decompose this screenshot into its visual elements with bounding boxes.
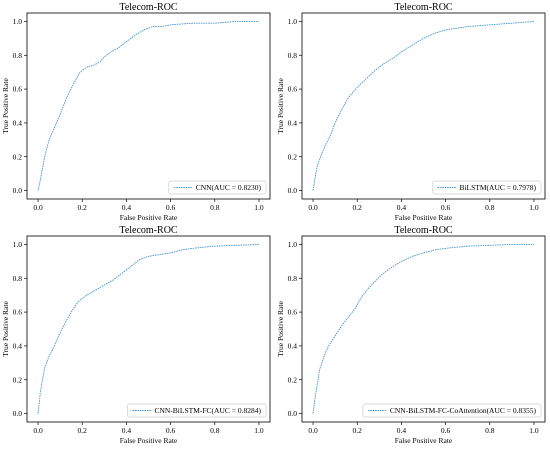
roc-panel-2: Telecom-ROC 0.0 0.2 0.4 0.6 0.8 1.0 0.0 0.2 0.4 0.… [276,2,546,222]
y-tick-label: 0.8 [13,274,23,283]
y-axis-label: True Positive Rate [276,301,285,357]
x-tick-label: 1.0 [254,426,264,435]
y-tick-label: 0.0 [13,409,23,418]
x-tick-label: 0.2 [353,203,363,212]
x-tick-label: 0.8 [485,203,495,212]
legend-label: CNN(AUC = 0.8230) [196,183,262,192]
x-tick-label: 0.2 [78,203,88,212]
y-tick-label: 0.0 [13,186,23,195]
roc-panel-3: Telecom-ROC 0.0 0.2 0.4 0.6 0.8 1.0 0.0 0.2 0.4 0.… [1,225,271,445]
x-tick-label: 0.0 [308,203,318,212]
y-tick-label: 0.6 [288,85,298,94]
chart-title: Telecom-ROC [119,225,178,236]
y-tick-label: 0.8 [288,51,298,60]
y-tick-label: 0.8 [288,274,298,283]
roc-curve [312,21,534,191]
chart-title: Telecom-ROC [119,2,178,13]
x-axis-label: False Positive Rate [395,436,453,445]
x-tick-label: 0.6 [166,203,176,212]
x-tick-label: 0.4 [397,426,407,435]
x-axis-label: False Positive Rate [120,436,178,445]
x-tick-label: 0.0 [33,426,43,435]
legend-label: CNN-BiLSTM-FC(AUC = 0.8284) [154,406,261,415]
roc-curve [37,244,259,414]
axes-frame [301,12,546,200]
x-tick-label: 0.8 [210,203,220,212]
x-tick-label: 0.2 [78,426,88,435]
roc-panel-1: Telecom-ROC 0.0 0.2 0.4 0.6 0.8 1.0 0.0 0.2 0.4 0.… [1,2,271,222]
y-tick-label: 1.0 [13,240,23,249]
x-tick-label: 0.6 [441,426,451,435]
x-tick-label: 0.0 [33,203,43,212]
x-tick-label: 1.0 [254,203,264,212]
y-tick-label: 0.4 [288,342,298,351]
x-tick-label: 1.0 [529,203,539,212]
y-tick-label: 0.8 [13,51,23,60]
y-tick-label: 1.0 [288,17,298,26]
legend: CNN(AUC = 0.8230) [168,180,267,195]
y-tick-label: 0.0 [288,409,298,418]
legend-box [362,403,542,418]
axes-frame [26,12,271,200]
y-tick-label: 0.2 [13,152,23,161]
x-axis-label: False Positive Rate [395,213,453,222]
roc-panel-4: Telecom-ROC 0.0 0.2 0.4 0.6 0.8 1.0 0.0 0.2 0.4 0.… [276,225,546,445]
chart-title: Telecom-ROC [394,2,453,13]
x-tick-label: 0.4 [122,426,132,435]
y-tick-label: 0.2 [13,375,23,384]
x-tick-label: 0.6 [441,203,451,212]
y-tick-label: 0.2 [288,152,298,161]
roc-curve [312,244,534,414]
x-tick-label: 0.2 [353,426,363,435]
y-tick-label: 0.0 [288,186,298,195]
y-tick-label: 0.2 [288,375,298,384]
x-tick-label: 0.8 [210,426,220,435]
x-tick-label: 1.0 [529,426,539,435]
y-tick-label: 0.6 [13,308,23,317]
legend: CNN-BiLSTM-FC-CoAttention(AUC = 0.8355) [362,403,542,418]
legend-box [127,403,267,418]
y-axis-label: True Positive Rate [1,301,10,357]
y-tick-label: 1.0 [13,17,23,26]
legend-box [168,180,267,195]
y-tick-label: 0.6 [288,308,298,317]
legend-box [432,180,542,195]
x-tick-label: 0.4 [397,203,407,212]
axes-frame [301,235,546,423]
roc-curve [37,21,259,191]
y-tick-label: 1.0 [288,240,298,249]
chart-title: Telecom-ROC [394,225,453,236]
legend-label: BiLSTM(AUC = 0.7978) [459,183,536,192]
legend: CNN-BiLSTM-FC(AUC = 0.8284) [127,403,267,418]
x-tick-label: 0.4 [122,203,132,212]
axes-frame [26,235,271,423]
y-axis-label: True Positive Rate [1,78,10,134]
y-tick-label: 0.4 [288,119,298,128]
y-tick-label: 0.4 [13,342,23,351]
x-tick-label: 0.8 [485,426,495,435]
x-axis-label: False Positive Rate [120,213,178,222]
y-tick-label: 0.6 [13,85,23,94]
y-axis-label: True Positive Rate [276,78,285,134]
x-tick-label: 0.6 [166,426,176,435]
y-tick-label: 0.4 [13,119,23,128]
legend-label: CNN-BiLSTM-FC-CoAttention(AUC = 0.8355) [390,406,537,415]
legend: BiLSTM(AUC = 0.7978) [432,180,542,195]
x-tick-label: 0.0 [308,426,318,435]
